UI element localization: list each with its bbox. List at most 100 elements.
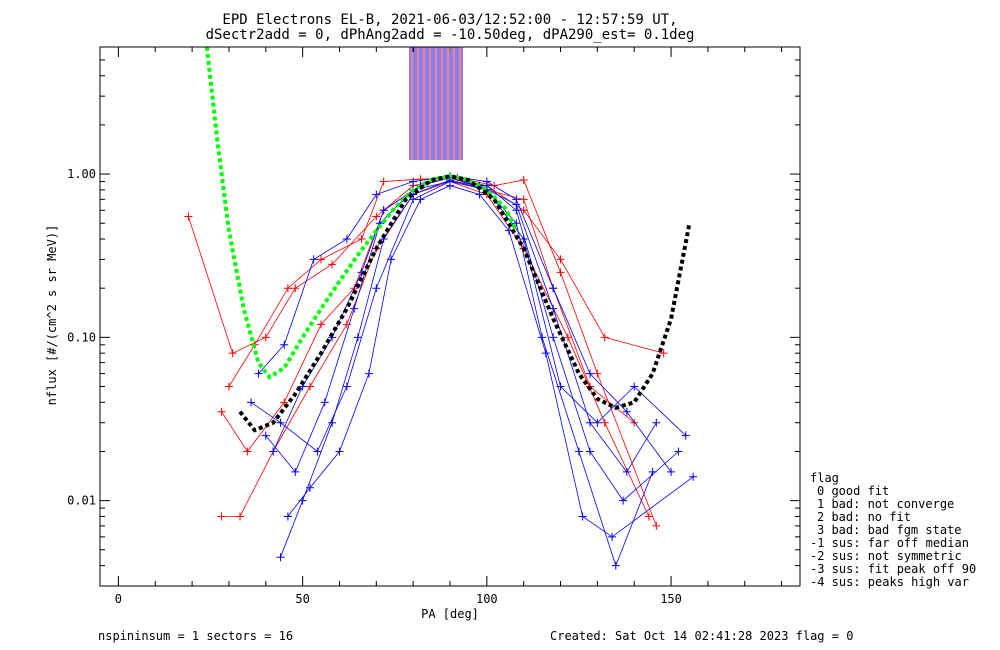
data-point (608, 532, 617, 541)
fit-curve (204, 47, 519, 380)
series-line (188, 177, 664, 354)
data-point (578, 512, 587, 521)
data-point (475, 190, 484, 199)
data-point (353, 333, 362, 342)
data-point (254, 369, 263, 378)
data-point (328, 418, 337, 427)
data-point (416, 195, 425, 204)
x-tick-label: 0 (115, 592, 122, 606)
legend-item: 2 bad: no fit (817, 510, 911, 524)
data-point (659, 349, 668, 358)
data-point (630, 382, 639, 391)
data-point (549, 333, 558, 342)
data-point (652, 521, 661, 530)
legend-item: 3 bad: bad fgm state (817, 523, 962, 537)
fit-curves (204, 47, 692, 433)
data-point (549, 284, 558, 293)
data-point (276, 553, 285, 562)
data-point (236, 512, 244, 521)
chart-subtitle: dSectr2add = 0, dPhAng2add = -10.50deg, … (206, 27, 695, 43)
data-point (681, 431, 690, 440)
data-point (519, 175, 528, 184)
data-point (409, 195, 418, 204)
data-point (372, 284, 381, 293)
data-point (652, 418, 661, 427)
data-point (630, 418, 639, 427)
data-point (328, 260, 337, 269)
data-point (611, 561, 620, 570)
legend-item: -4 sus: peaks high var (810, 575, 969, 589)
data-point (556, 255, 565, 264)
data-point (184, 212, 193, 221)
data-point (644, 512, 653, 521)
data-point (342, 235, 351, 244)
x-tick-label: 50 (295, 592, 309, 606)
data-point (556, 268, 565, 277)
vertical-marker-lines (409, 47, 463, 160)
data-point (306, 483, 314, 492)
data-point (280, 340, 289, 349)
legend-item: -1 sus: far off median (810, 536, 969, 550)
y-axis-ticks: 0.01 0.10 1.00 (67, 59, 800, 567)
data-point (320, 398, 329, 407)
fit-curve (238, 174, 692, 433)
data-point (291, 284, 300, 293)
x-axis-label: PA [deg] (421, 607, 479, 621)
y-tick-label: 1.00 (67, 167, 96, 181)
data-point (372, 190, 381, 199)
series-line (287, 185, 694, 538)
data-point (243, 447, 252, 456)
y-axis-label: nflux [#/(cm^2 s sr MeV)] (45, 225, 59, 406)
data-point (309, 255, 318, 264)
data-point (342, 320, 351, 329)
data-point (622, 467, 631, 476)
data-point (574, 447, 583, 456)
data-point (335, 447, 344, 456)
data-point (379, 177, 388, 186)
data-point (317, 255, 326, 264)
data-point (593, 369, 602, 378)
data-point (512, 219, 521, 228)
data-point (586, 447, 594, 456)
x-tick-label: 150 (660, 592, 682, 606)
data-point (283, 512, 292, 521)
y-tick-label: 0.10 (67, 330, 96, 344)
data-point (409, 177, 418, 186)
data-point (342, 382, 351, 391)
data-point (224, 382, 233, 391)
data-point (261, 333, 270, 342)
data-point (317, 320, 326, 329)
data-point (372, 212, 381, 221)
data-point (586, 418, 594, 427)
data-point (261, 431, 270, 440)
data-point (563, 333, 572, 342)
footer-created: Created: Sat Oct 14 02:41:28 2023 flag =… (550, 629, 853, 643)
data-point (350, 304, 359, 313)
data-point (622, 407, 631, 416)
data-series (184, 172, 698, 570)
data-point (280, 398, 289, 407)
data-point (357, 235, 366, 244)
footer-sectors: nspininsum = 1 sectors = 16 (98, 629, 293, 643)
legend-item: -2 sus: not symmetric (810, 549, 962, 563)
legend-item: -3 sus: fit peak off 90 (810, 562, 976, 576)
data-point (364, 369, 373, 378)
series-line (221, 181, 650, 517)
data-point (269, 447, 278, 456)
data-point (519, 235, 528, 244)
data-point (674, 447, 683, 456)
data-point (283, 284, 292, 293)
data-point (313, 447, 322, 456)
data-point (276, 418, 285, 427)
data-point (586, 369, 594, 378)
data-point (217, 407, 226, 416)
data-point (247, 398, 256, 407)
data-point (619, 496, 628, 505)
data-point (217, 512, 226, 521)
x-tick-label: 100 (476, 592, 498, 606)
data-point (306, 382, 314, 391)
data-point (600, 418, 609, 427)
data-point (593, 418, 602, 427)
legend-item: 1 bad: not converge (817, 497, 954, 511)
